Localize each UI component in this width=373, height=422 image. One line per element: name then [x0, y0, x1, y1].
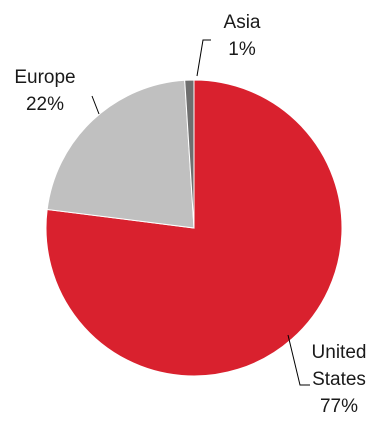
leader-line-asia	[196, 39, 211, 77]
slice-category-label: United	[312, 342, 367, 363]
leader-line-united-states	[287, 334, 310, 386]
slice-category-label: Asia	[224, 12, 261, 33]
data-label-asia: Asia 1%	[224, 12, 261, 60]
data-label-united-states: United States 77%	[312, 342, 367, 417]
slice-percent-label: 22%	[26, 94, 64, 115]
leader-line-europe	[91, 95, 100, 115]
slice-percent-label: 77%	[320, 396, 358, 417]
pie-slice-asia	[184, 79, 195, 229]
slices-layer	[45, 79, 343, 377]
slice-percent-label: 1%	[228, 39, 256, 60]
leader-lines-layer	[91, 39, 310, 386]
data-label-europe: Europe 22%	[14, 67, 75, 115]
slice-category-label: Europe	[14, 67, 75, 88]
slice-category-label: States	[312, 369, 366, 390]
labels-layer: United States 77% Europe 22% Asia 1%	[14, 12, 366, 417]
pie-slice-europe	[46, 79, 195, 229]
